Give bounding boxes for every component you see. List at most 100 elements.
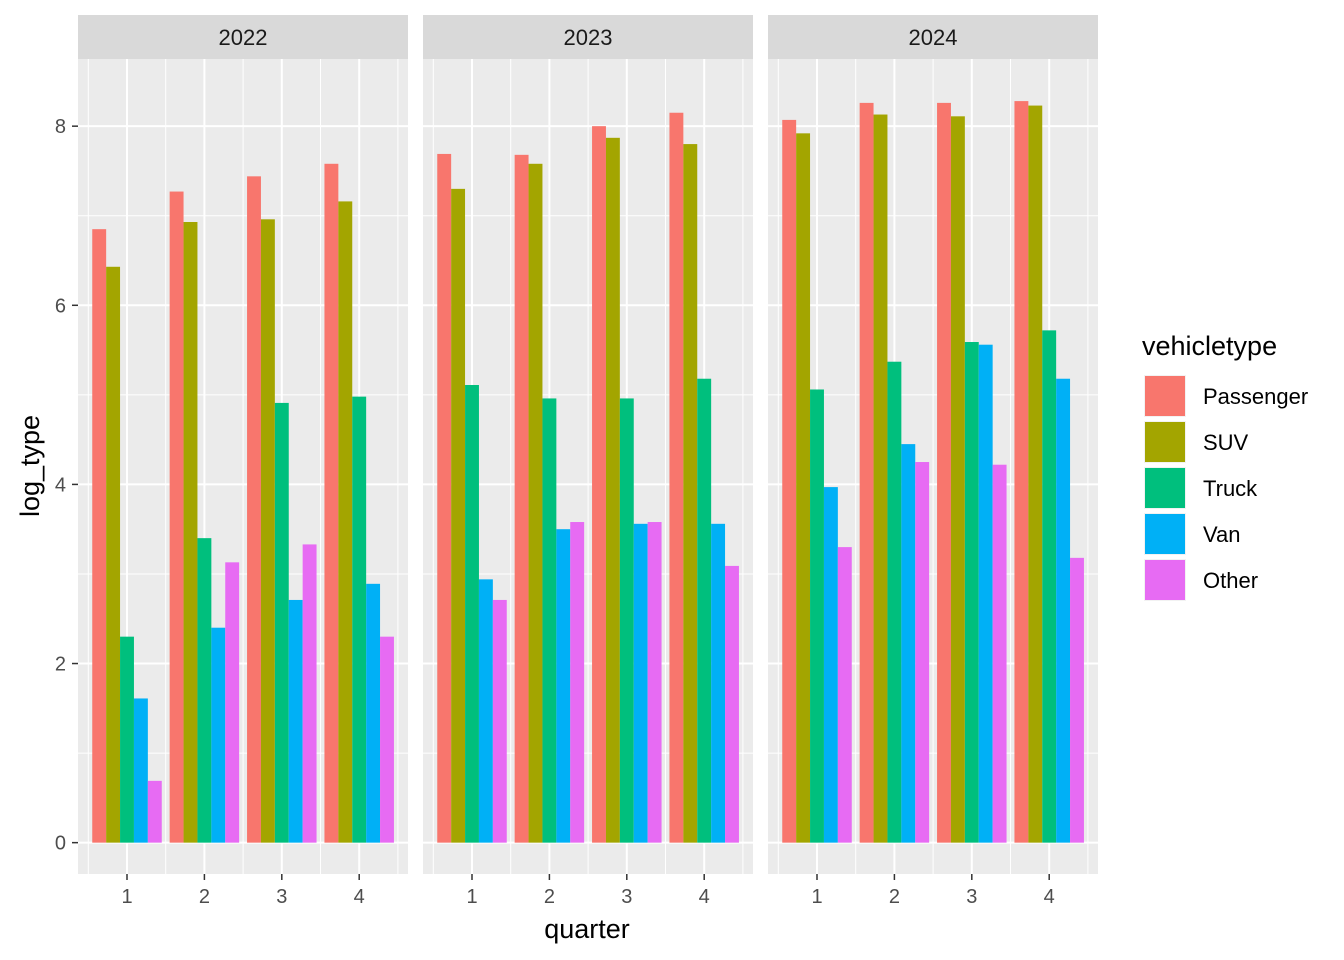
x-tick-label: 1 xyxy=(811,886,822,908)
bar-other-q4-2023 xyxy=(725,565,739,843)
bar-passenger-q4-2024 xyxy=(1014,101,1029,843)
legend-label-suv: SUV xyxy=(1203,430,1249,455)
facet-panel-2024: 2024 1 2 3 4 xyxy=(768,15,1098,908)
x-tick-label: 2 xyxy=(544,886,555,908)
bar-truck-q4-2023 xyxy=(697,378,712,843)
legend-label-van: Van xyxy=(1203,522,1241,547)
bar-passenger-q3-2023 xyxy=(592,126,606,843)
legend-swatch-van xyxy=(1145,514,1185,554)
bar-van-q3-2024 xyxy=(978,344,993,843)
legend-swatch-passenger xyxy=(1145,376,1185,416)
facet-strip-label: 2024 xyxy=(909,25,958,50)
bar-suv-q4-2023 xyxy=(683,144,698,843)
bar-other-q4-2022 xyxy=(380,636,394,843)
y-axis: 0 2 4 6 8 xyxy=(55,116,78,855)
bar-passenger-q3-2024 xyxy=(937,102,951,843)
facet-strip xyxy=(423,15,753,59)
bar-truck-q1-2022 xyxy=(120,636,134,843)
x-axis-title: quarter xyxy=(544,914,630,944)
legend-label-truck: Truck xyxy=(1203,476,1258,501)
y-tick-label: 8 xyxy=(55,116,66,138)
bar-passenger-q3-2022 xyxy=(247,176,261,843)
facet-strip-label: 2022 xyxy=(219,25,268,50)
bar-truck-q4-2022 xyxy=(352,396,367,843)
x-tick-label: 3 xyxy=(276,886,287,908)
bar-van-q4-2023 xyxy=(711,523,726,843)
bar-passenger-q1-2024 xyxy=(782,119,797,843)
bar-truck-q3-2024 xyxy=(964,342,979,843)
facet-strip-label: 2023 xyxy=(564,25,613,50)
legend: vehicletype Passenger SUV Truck Van Other xyxy=(1142,331,1308,601)
x-tick-label: 3 xyxy=(621,886,632,908)
y-tick-label: 6 xyxy=(55,295,66,317)
legend-title: vehicletype xyxy=(1142,331,1277,361)
x-tick-label: 1 xyxy=(121,886,132,908)
y-tick-label: 0 xyxy=(55,833,66,855)
bar-van-q2-2022 xyxy=(211,627,226,843)
legend-label-passenger: Passenger xyxy=(1203,384,1308,409)
x-tick-label: 2 xyxy=(199,886,210,908)
bar-other-q4-2024 xyxy=(1070,557,1084,843)
bar-other-q2-2024 xyxy=(915,462,930,843)
bar-suv-q1-2023 xyxy=(451,188,466,843)
y-axis-title: log_type xyxy=(15,415,45,517)
facet-strip xyxy=(768,15,1098,59)
legend-swatch-truck xyxy=(1145,468,1185,508)
y-tick-label: 4 xyxy=(55,474,66,496)
bar-passenger-q1-2023 xyxy=(437,153,452,843)
x-tick-label: 4 xyxy=(354,886,365,908)
bar-other-q1-2023 xyxy=(492,599,507,843)
bar-passenger-q4-2023 xyxy=(669,112,684,843)
bar-van-q4-2024 xyxy=(1056,378,1071,843)
bar-truck-q4-2024 xyxy=(1042,330,1057,843)
bar-other-q2-2023 xyxy=(570,522,585,843)
bar-suv-q3-2022 xyxy=(260,219,275,843)
legend-label-other: Other xyxy=(1203,568,1258,593)
facet-panels: 2022 1 2 3 4 2023 1 2 3 4 2024 1 2 3 4 xyxy=(78,15,1098,908)
bar-van-q4-2022 xyxy=(366,583,381,843)
bar-other-q1-2024 xyxy=(837,547,852,843)
bar-other-q3-2023 xyxy=(647,522,662,843)
bar-passenger-q4-2022 xyxy=(324,163,339,843)
bar-other-q1-2022 xyxy=(147,780,162,843)
bar-van-q2-2024 xyxy=(901,444,916,843)
bar-van-q1-2024 xyxy=(823,487,838,843)
bar-suv-q2-2024 xyxy=(873,114,888,843)
bar-suv-q2-2023 xyxy=(528,163,543,843)
bar-van-q3-2023 xyxy=(633,523,648,843)
legend-swatch-other xyxy=(1145,560,1185,600)
bar-suv-q3-2024 xyxy=(950,116,965,843)
bar-other-q3-2022 xyxy=(302,544,317,843)
bar-passenger-q1-2022 xyxy=(92,229,107,843)
x-tick-label: 1 xyxy=(466,886,477,908)
y-tick-label: 2 xyxy=(55,654,66,676)
bar-passenger-q2-2023 xyxy=(514,154,529,843)
bar-suv-q4-2022 xyxy=(338,201,353,843)
bar-truck-q2-2022 xyxy=(197,538,212,843)
bar-truck-q2-2023 xyxy=(542,398,557,843)
bar-suv-q1-2024 xyxy=(796,133,811,843)
facet-panel-2022: 2022 1 2 3 4 xyxy=(78,15,408,908)
bar-passenger-q2-2022 xyxy=(169,191,184,843)
bar-suv-q3-2023 xyxy=(605,137,620,843)
facet-strip xyxy=(78,15,408,59)
bar-suv-q2-2022 xyxy=(183,222,198,843)
bar-truck-q2-2024 xyxy=(887,361,902,843)
bar-van-q1-2023 xyxy=(478,579,493,843)
bar-truck-q3-2023 xyxy=(619,398,634,843)
bar-van-q3-2022 xyxy=(288,599,303,843)
bar-van-q1-2022 xyxy=(133,698,148,843)
bar-truck-q1-2023 xyxy=(465,385,479,843)
bar-van-q2-2023 xyxy=(556,529,571,843)
bar-truck-q3-2022 xyxy=(274,402,289,843)
x-tick-label: 4 xyxy=(699,886,710,908)
bar-suv-q1-2022 xyxy=(106,266,121,843)
bar-other-q3-2024 xyxy=(992,464,1007,843)
facet-panel-2023: 2023 1 2 3 4 xyxy=(423,15,753,908)
x-tick-label: 2 xyxy=(889,886,900,908)
legend-swatch-suv xyxy=(1145,422,1185,462)
bar-passenger-q2-2024 xyxy=(859,102,874,843)
bar-suv-q4-2024 xyxy=(1028,105,1043,843)
x-tick-label: 4 xyxy=(1044,886,1055,908)
